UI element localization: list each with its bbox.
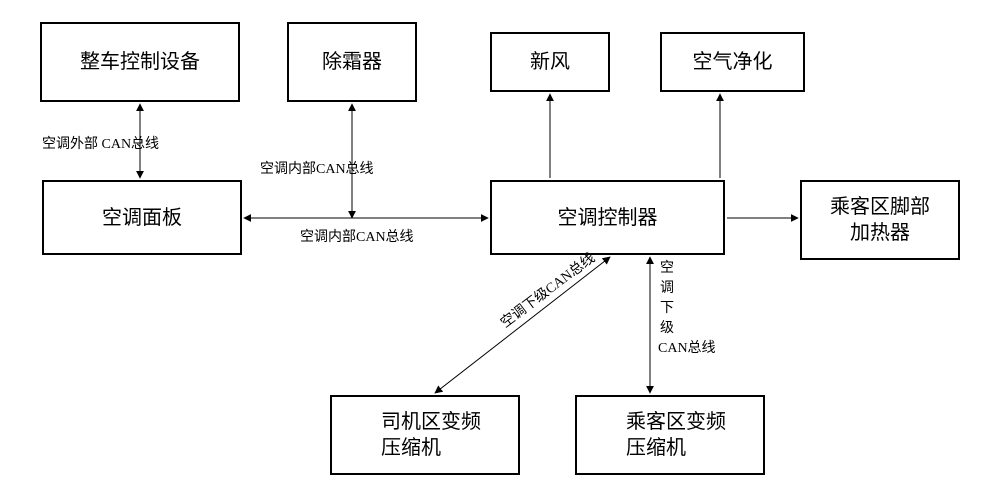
edge-label-lower-can-vert-1: 空 — [660, 260, 674, 276]
node-label: 整车控制设备 — [80, 49, 200, 75]
edge-controller-to-driver — [435, 257, 610, 393]
edge-label-internal-can-2: 空调内部CAN总线 — [300, 226, 414, 246]
edge-label-lower-can-diag: 空调下级CAN总线 — [498, 250, 598, 331]
edge-label-lower-can-vert-2: 调 — [660, 280, 674, 296]
node-air-purify: 空气净化 — [660, 32, 805, 92]
node-fresh-air: 新风 — [490, 32, 610, 92]
edge-label-lower-can-vert-4: 级 — [660, 320, 674, 336]
edge-label-external-can: 空调外部 CAN总线 — [42, 133, 159, 153]
node-foot-heater: 乘客区脚部 加热器 — [800, 180, 960, 260]
node-label: 空气净化 — [693, 49, 773, 75]
node-ac-controller: 空调控制器 — [490, 180, 725, 255]
node-label: 空调控制器 — [558, 205, 658, 231]
node-label: 乘客区变频 压缩机 — [626, 409, 726, 461]
node-ac-panel: 空调面板 — [42, 180, 242, 255]
node-label: 乘客区脚部 加热器 — [830, 194, 930, 246]
edge-label-lower-can-vert-3: 下 — [660, 301, 674, 316]
node-vehicle-ctrl: 整车控制设备 — [40, 22, 240, 102]
node-label: 空调面板 — [102, 205, 182, 231]
edge-label-lower-can-vert-5: CAN总线 — [658, 340, 716, 356]
node-label: 新风 — [530, 49, 570, 75]
node-driver-comp: 司机区变频 压缩机 — [330, 395, 520, 475]
diagram-canvas: 整车控制设备 除霜器 新风 空气净化 空调面板 空调控制器 乘客区脚部 加热器 … — [0, 0, 1000, 503]
edge-label-internal-can-1: 空调内部CAN总线 — [260, 158, 374, 178]
node-label: 司机区变频 压缩机 — [381, 409, 481, 461]
node-passenger-comp: 乘客区变频 压缩机 — [575, 395, 765, 475]
node-label: 除霜器 — [322, 49, 382, 75]
node-defroster: 除霜器 — [287, 22, 417, 102]
